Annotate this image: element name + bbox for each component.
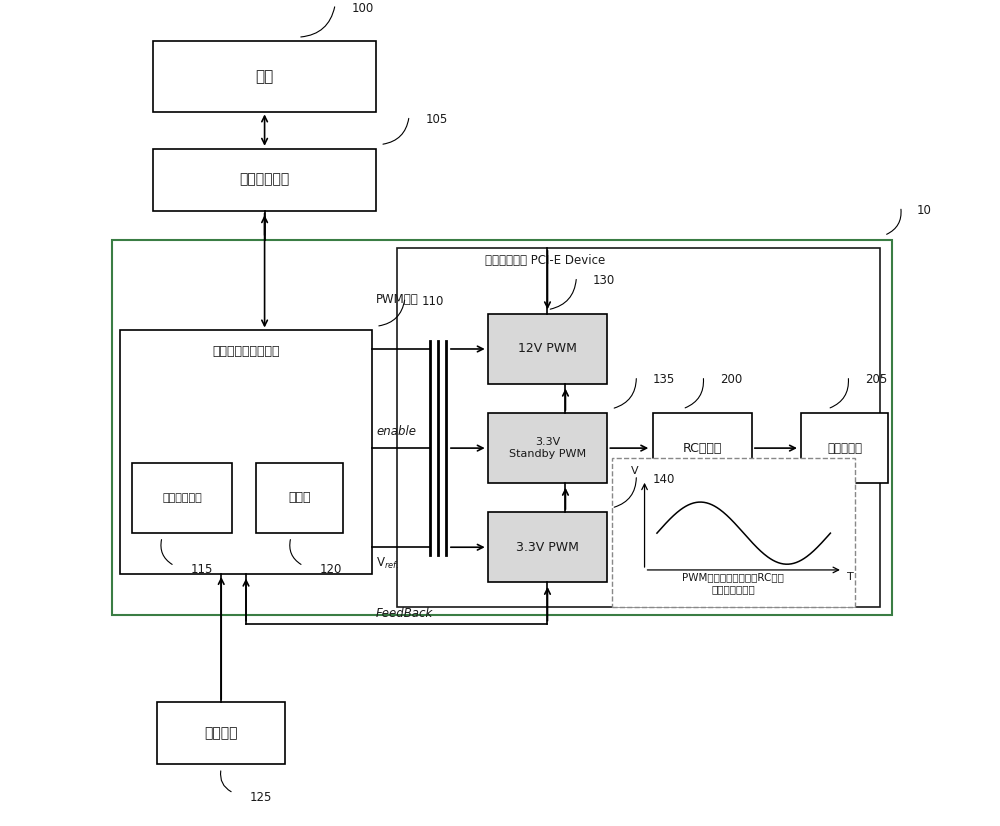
Text: RC滤波器: RC滤波器 bbox=[683, 442, 722, 454]
Text: 100: 100 bbox=[352, 2, 374, 15]
Text: T: T bbox=[847, 572, 854, 582]
Text: 输入输出装置: 输入输出装置 bbox=[239, 173, 290, 187]
Text: 10: 10 bbox=[917, 204, 932, 217]
Text: 功率输出级控制系统: 功率输出级控制系统 bbox=[212, 345, 280, 358]
Text: 115: 115 bbox=[191, 563, 213, 577]
Text: 切换器: 切换器 bbox=[288, 491, 311, 504]
Text: 120: 120 bbox=[320, 563, 342, 577]
Text: 105: 105 bbox=[426, 113, 448, 126]
Text: 110: 110 bbox=[422, 295, 444, 308]
Text: V$_{ref.}$: V$_{ref.}$ bbox=[376, 556, 399, 572]
Text: 验证端装置: 验证端装置 bbox=[827, 442, 862, 454]
Bar bbox=[612, 458, 855, 607]
Text: 微控制器模块: 微控制器模块 bbox=[162, 492, 202, 503]
Bar bbox=[132, 463, 232, 533]
Text: PWM电源: PWM电源 bbox=[376, 293, 419, 306]
Text: 205: 205 bbox=[865, 373, 887, 387]
Text: V: V bbox=[631, 466, 638, 476]
Text: 3.3V
Standby PWM: 3.3V Standby PWM bbox=[509, 437, 586, 459]
Text: 135: 135 bbox=[653, 373, 675, 387]
Bar bbox=[653, 413, 752, 483]
Text: 高速总线装置 PCI-E Device: 高速总线装置 PCI-E Device bbox=[485, 254, 606, 268]
Text: 12V PWM: 12V PWM bbox=[518, 343, 577, 355]
Bar bbox=[153, 41, 376, 112]
Text: FeedBack: FeedBack bbox=[376, 607, 433, 620]
Text: 130: 130 bbox=[593, 274, 615, 287]
Text: 3.3V PWM: 3.3V PWM bbox=[516, 541, 579, 553]
Text: 200: 200 bbox=[720, 373, 742, 387]
Bar bbox=[488, 413, 607, 483]
Bar bbox=[153, 149, 376, 211]
Bar bbox=[157, 702, 285, 764]
Bar bbox=[488, 314, 607, 384]
Bar bbox=[488, 512, 607, 582]
Bar bbox=[397, 248, 880, 607]
Bar bbox=[120, 330, 372, 574]
Bar bbox=[801, 413, 888, 483]
Text: enable: enable bbox=[376, 425, 416, 438]
Text: 125: 125 bbox=[250, 790, 273, 804]
Text: 直流电源: 直流电源 bbox=[204, 726, 238, 740]
Text: 主机: 主机 bbox=[255, 69, 274, 84]
Bar bbox=[256, 463, 343, 533]
Text: PWM输出的电压，通过RC滤波
器后的电压形式: PWM输出的电压，通过RC滤波 器后的电压形式 bbox=[682, 572, 784, 594]
Bar bbox=[112, 240, 892, 615]
Text: 140: 140 bbox=[653, 472, 675, 486]
